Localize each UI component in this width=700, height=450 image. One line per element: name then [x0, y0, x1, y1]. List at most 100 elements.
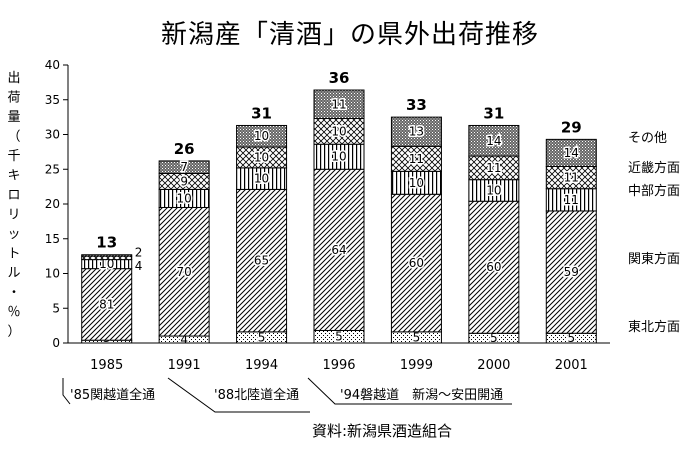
legend-label: 中部方面: [628, 183, 680, 199]
x-tick-label: 1985: [90, 358, 123, 373]
segment-label: 10: [254, 172, 269, 186]
segment-label: 5: [335, 330, 343, 344]
segment-label: 11: [486, 161, 501, 175]
y-tick-label: 20: [45, 197, 60, 211]
y-axis-label-char: ト: [7, 247, 20, 262]
y-axis-label-char: リ: [7, 208, 20, 223]
segment-label: 10: [486, 183, 501, 197]
segment-label: 9: [180, 174, 188, 188]
y-tick-label: 35: [45, 93, 60, 107]
segment-label: 10: [254, 129, 269, 143]
segment-label: 10: [331, 124, 346, 138]
y-axis-label-char: ・: [7, 286, 20, 301]
legend-label: 関東方面: [628, 251, 680, 267]
y-tick-label: 0: [52, 336, 60, 350]
annotation-bracket-1: [62, 378, 71, 405]
segment-label: 14: [486, 134, 501, 148]
y-axis-label-char: ロ: [7, 188, 20, 203]
y-axis-label-char: 出: [7, 71, 20, 86]
y-tick-label: 15: [45, 232, 60, 246]
y-tick-label: 5: [52, 301, 60, 315]
segment-label: 13: [409, 125, 424, 139]
segment-label: 10: [409, 176, 424, 190]
annotations: '85関越道全通 '88北陸道全通 '94磐越道 新潟～安田開通: [62, 377, 512, 413]
y-axis-label-char: ）: [7, 325, 20, 340]
bar-segment: [158, 206, 210, 337]
x-axis: 1985 1991 1994 1996 1999 2000 2001: [68, 342, 610, 373]
bar-segment: [313, 89, 365, 120]
bars: 3811042134701097265651010103156410101136…: [81, 69, 597, 348]
x-tick-label: 1999: [400, 358, 433, 373]
y-tick-label: 30: [45, 128, 60, 142]
x-tick-label: 1994: [245, 358, 278, 373]
bar-segment: [236, 124, 288, 148]
y-axis-label-char: 荷: [7, 91, 20, 106]
segment-label: 14: [564, 146, 579, 160]
segment-label: 60: [486, 260, 501, 274]
segment-label: 59: [564, 265, 579, 279]
legend-label: 東北方面: [628, 319, 680, 335]
total-label: 13: [96, 234, 117, 252]
bar-segment: [545, 210, 597, 334]
annotation-bracket-2: [167, 377, 310, 413]
segment-label: 64: [331, 243, 346, 257]
segment-label: 5: [567, 331, 575, 345]
x-tick-label: 2001: [555, 358, 588, 373]
legend: 東北方面 関東方面 中部方面 近畿方面 その他: [628, 131, 680, 335]
segment-label: 4: [180, 333, 188, 347]
annotation-bracket-3: [307, 377, 512, 405]
bar-segment: [390, 193, 442, 333]
annotation-1: '85関越道全通: [70, 387, 155, 403]
total-label: 31: [483, 104, 504, 122]
y-axis-label-char: （: [7, 130, 20, 145]
legend-label: その他: [628, 131, 667, 146]
total-label: 31: [251, 104, 272, 122]
bar-segment: [545, 138, 597, 167]
y-tick-label: 40: [45, 58, 60, 72]
segment-label: 10: [331, 150, 346, 164]
y-axis-label-char: ッ: [7, 227, 20, 242]
bar-segment: [390, 116, 442, 147]
bar-segment: [313, 168, 365, 331]
segment-label: 5: [258, 330, 266, 344]
bar-segment: [81, 255, 133, 261]
segment-label: 70: [177, 265, 192, 279]
segment-label: 7: [180, 160, 188, 174]
bar-segment: [81, 268, 133, 341]
segment-label: 10: [254, 150, 269, 164]
x-tick-label: 1991: [168, 358, 201, 373]
y-axis-label-char: 千: [7, 149, 20, 164]
y-axis-label-char: 量: [7, 110, 20, 125]
annotation-3: '94磐越道 新潟～安田開通: [340, 387, 503, 403]
total-label: 36: [329, 69, 350, 87]
segment-label: 11: [564, 193, 579, 207]
y-axis: 0 5 10 15 20 25 30 35 40: [45, 58, 69, 350]
bar-segment: [390, 145, 442, 172]
segment-label: 11: [564, 171, 579, 185]
bar-segment: [313, 118, 365, 145]
total-label: 29: [561, 118, 582, 136]
segment-label: 60: [409, 256, 424, 270]
bar-segment: [468, 124, 520, 157]
annotation-2: '88北陸道全通: [214, 387, 299, 403]
y-tick-label: 10: [45, 267, 60, 281]
segment-label: 11: [331, 97, 346, 111]
bar-segment: [81, 254, 133, 257]
y-axis-label-char: キ: [7, 169, 20, 184]
chart-title: 新潟産「清酒」の県外出荷推移: [160, 20, 539, 50]
total-label: 33: [406, 96, 427, 114]
y-tick-label: 25: [45, 162, 60, 176]
legend-label: 近畿方面: [628, 160, 680, 176]
source-note: 資料:新潟県酒造組合: [312, 422, 453, 440]
bar-segment: [468, 200, 520, 334]
y-axis-label-char: ％: [7, 305, 20, 320]
segment-label: 5: [490, 331, 498, 345]
segment-label: 5: [413, 330, 421, 344]
segment-label: 81: [99, 297, 114, 311]
segment-label: 65: [254, 254, 269, 268]
x-tick-label: 2000: [477, 358, 510, 373]
y-axis-label-char: ル: [7, 266, 20, 281]
segment-label: 10: [177, 191, 192, 205]
